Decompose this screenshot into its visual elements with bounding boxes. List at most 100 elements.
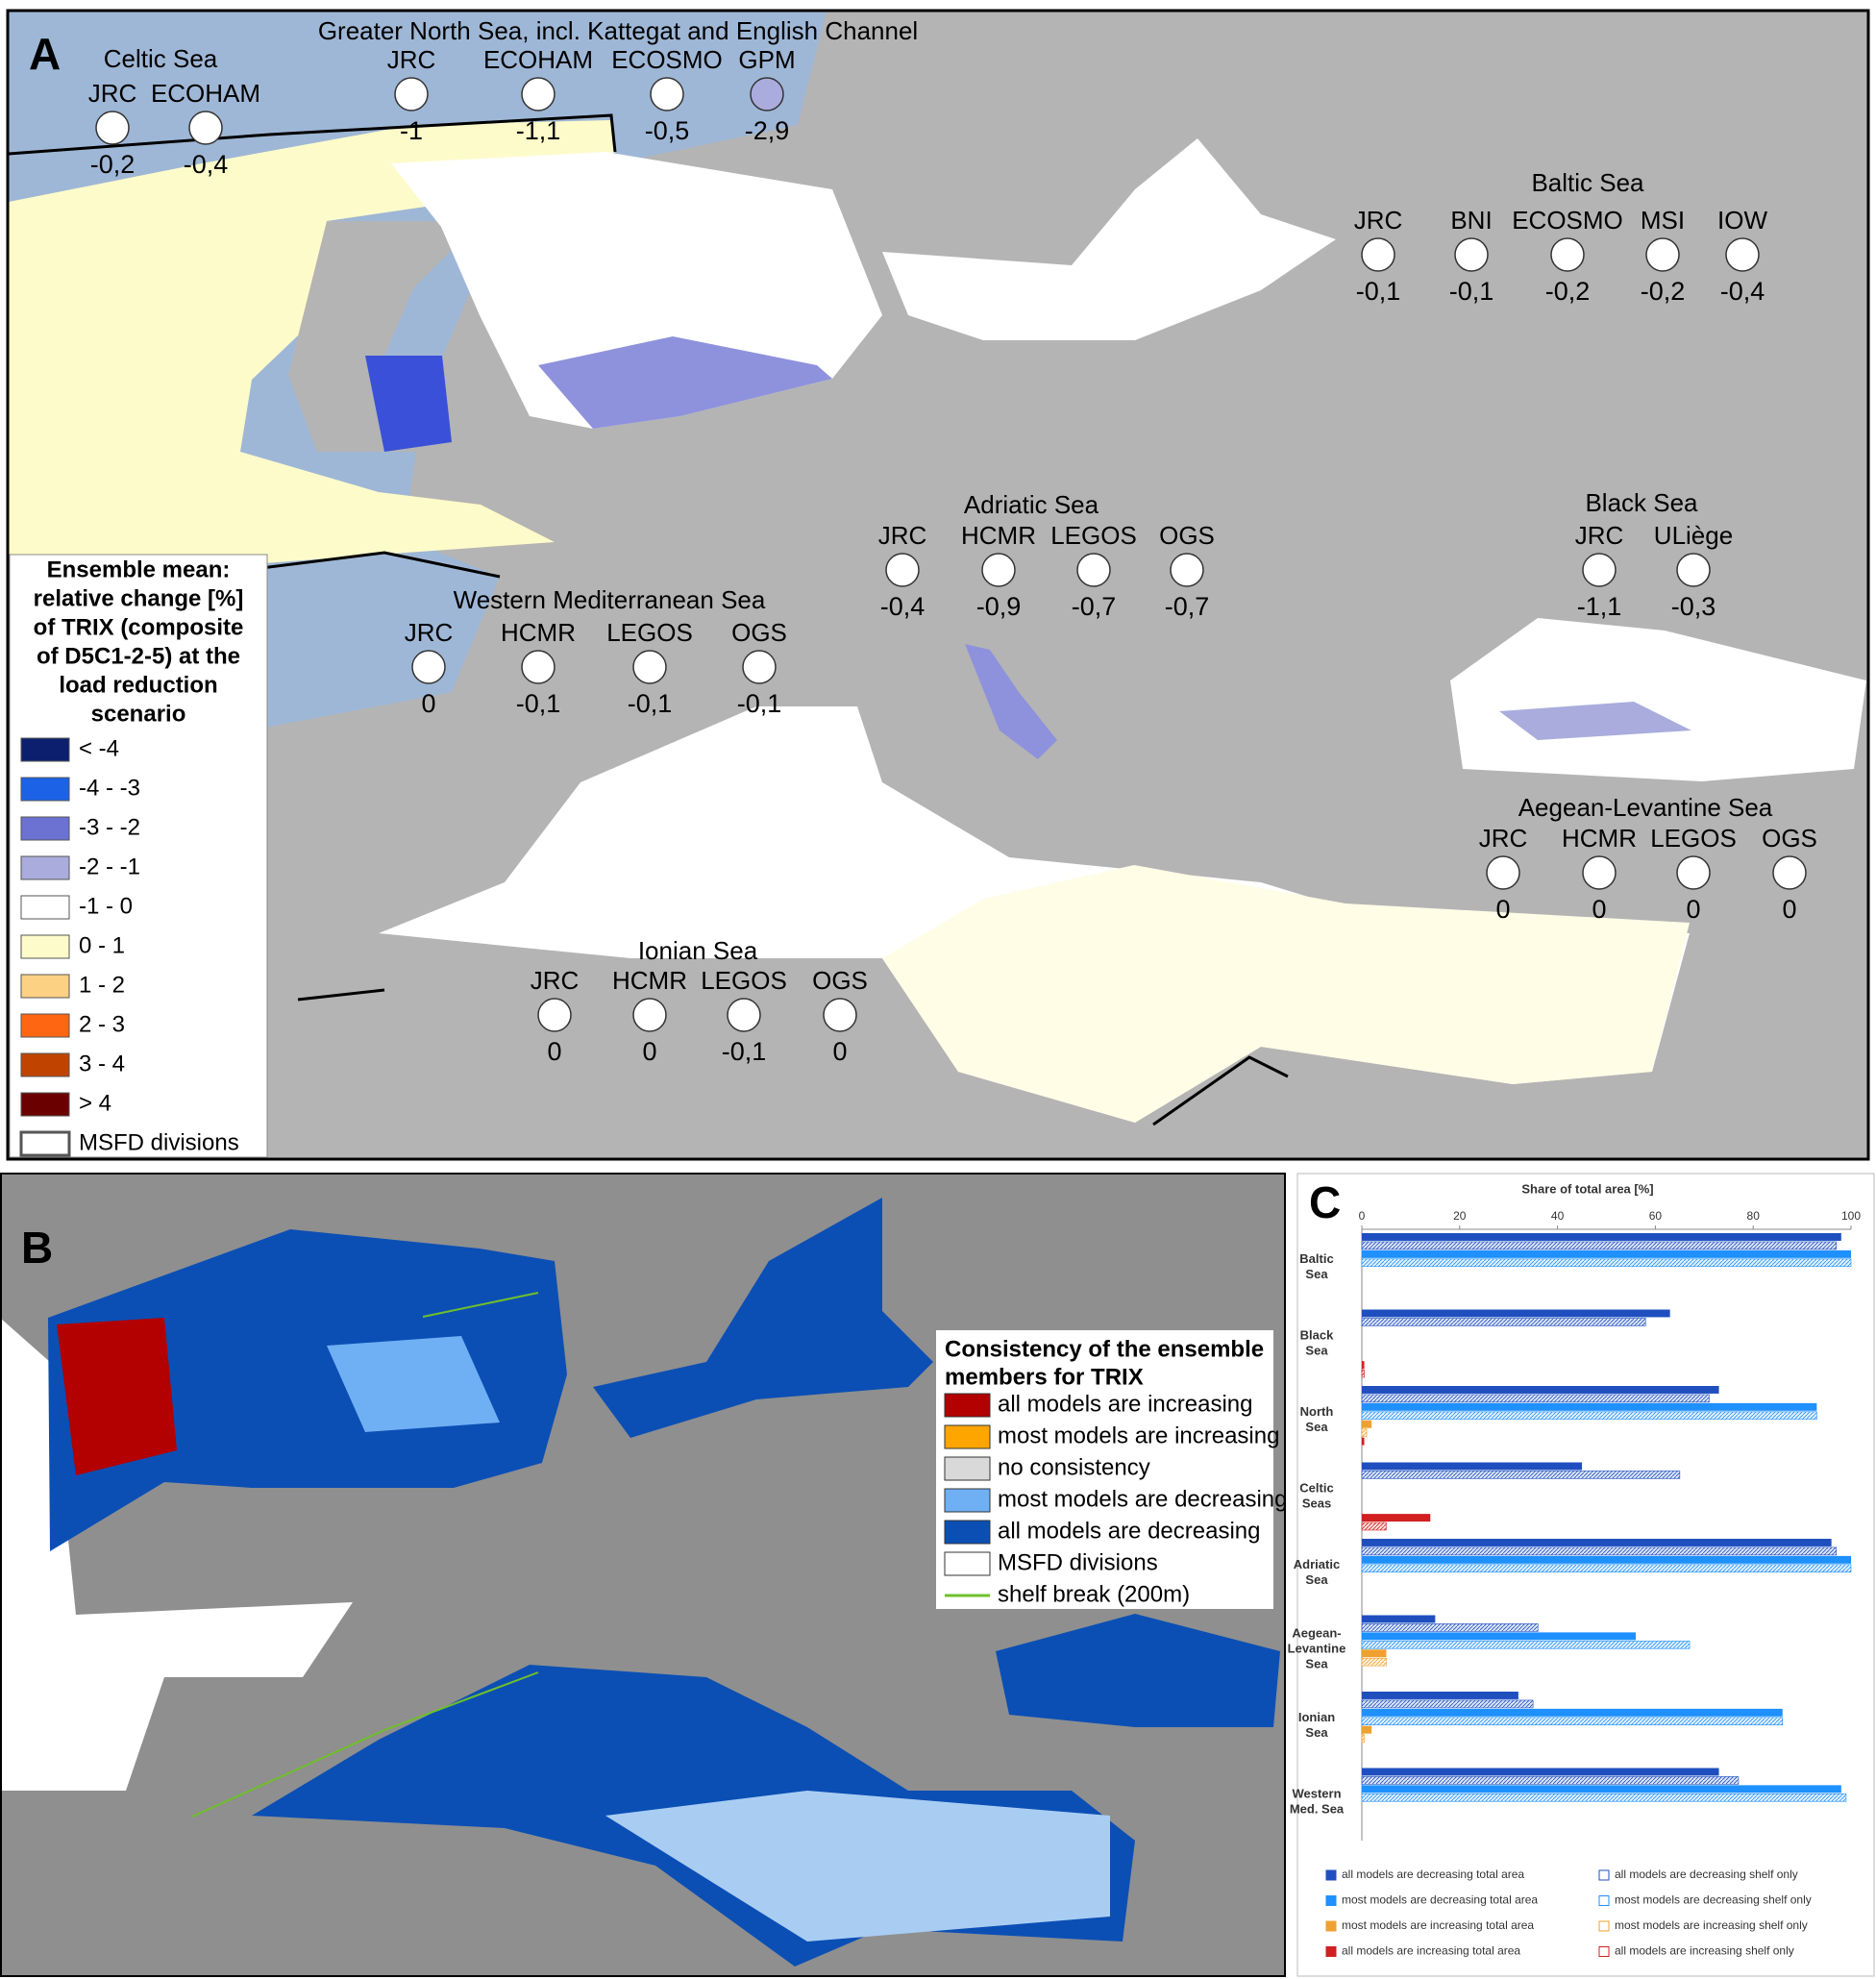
model-marker [1725,237,1760,272]
legend-label: -4 - -3 [79,775,140,801]
legend-a: Ensemble mean: relative change [%] of TRIX… [9,554,268,1158]
model-marker [823,998,857,1032]
model-marker [188,111,223,145]
legend-label: 3 - 4 [79,1051,125,1076]
model-value: 0 [832,1037,847,1066]
model-name: ECOHAM [151,79,260,108]
bar [1362,1785,1841,1793]
model-name: JRC [1479,824,1528,853]
x-tick-label: 20 [1453,1209,1467,1223]
model-value: 0 [642,1037,656,1066]
y-tick-label: Aegean- [1292,1626,1341,1641]
model-value: -0,1 [628,689,673,718]
bar [1361,1428,1368,1437]
legend-label: shelf break (200m) [998,1581,1190,1607]
y-tick-label: Sea [1305,1267,1328,1281]
model-marker [1170,553,1204,587]
legend-swatch [20,855,70,880]
model-marker [394,77,429,111]
legend-label: 2 - 3 [79,1011,125,1037]
bar [1362,1539,1832,1546]
model-value: 0 [1592,895,1606,924]
legend-label: -2 - -1 [79,853,140,879]
y-tick-label: Sea [1305,1572,1328,1587]
model-value: -0,1 [1449,277,1494,306]
legend-swatch [20,974,70,999]
y-tick-label: Black [1300,1328,1334,1343]
model-value: 0 [421,689,435,718]
model-name: OGS [1159,521,1215,550]
legend-title: members for TRIX [945,1364,1144,1390]
model-value: -0,7 [1072,592,1117,621]
x-tick-label: 80 [1747,1209,1761,1223]
legend-label: MSFD divisions [79,1129,239,1155]
model-marker [1772,855,1807,890]
model-name: ECOSMO [1512,206,1623,235]
y-tick-label: Med. Sea [1290,1802,1345,1817]
legend-label: all models are decreasing shelf only [1615,1868,1798,1881]
y-tick-label: Western [1292,1787,1341,1801]
legend-title: load reduction [59,672,217,698]
region-title: Baltic Sea [1531,168,1644,197]
bar [1362,1725,1372,1734]
model-marker [981,553,1016,587]
bar [1362,1615,1436,1623]
model-name: LEGOS [701,966,787,995]
legend-label: all models are decreasing [998,1518,1260,1544]
bar [1361,1776,1740,1785]
model-value: -0,1 [722,1037,767,1066]
model-value: -0,1 [516,689,561,718]
model-value: -0,7 [1165,592,1210,621]
model-name: IOW [1717,206,1767,235]
region-labels: Celtic Sea JRC -0,2 ECOHAM -0,4 Greater North… [88,16,1817,1066]
legend-title: of TRIX (composite [34,614,244,640]
legend-title: Ensemble mean: [47,557,231,582]
bar [1362,1768,1719,1776]
model-name: OGS [812,966,868,995]
bar [1362,1386,1719,1394]
model-value: -0,9 [976,592,1022,621]
model-value: -2,9 [745,116,790,145]
model-value: -0,3 [1671,592,1716,621]
legend-swatch [20,895,70,920]
model-value: -0,4 [880,592,926,621]
x-tick-label: 100 [1841,1209,1861,1223]
model-value: -0,4 [1720,277,1765,306]
legend-title: Consistency of the ensemble [945,1336,1264,1362]
bar [1362,1420,1372,1428]
panel-label: C [1309,1177,1341,1227]
panel-a-frame [6,9,1870,1161]
model-name: LEGOS [1650,824,1737,853]
bar [1361,1318,1646,1326]
x-tick-label: 0 [1359,1209,1366,1223]
legend-label: 1 - 2 [79,972,125,998]
legend-swatch [944,1424,991,1449]
bar [1361,1241,1838,1250]
y-tick-label: Adriatic [1294,1557,1340,1571]
model-marker [885,553,920,587]
bar [1361,1793,1847,1802]
model-value: -1,1 [1577,592,1622,621]
model-marker [1486,855,1520,890]
model-marker [632,650,667,684]
model-value: -0,5 [645,116,690,145]
model-name: LEGOS [1050,521,1137,550]
model-value: 0 [547,1037,561,1066]
legend-label: all models are decreasing total area [1342,1868,1524,1881]
model-name: JRC [88,79,137,108]
legend-label: < -4 [79,735,119,761]
model-marker [1582,855,1617,890]
y-tick-label: Sea [1305,1420,1328,1434]
model-marker [1582,553,1617,587]
bar [1361,1521,1387,1531]
model-marker [650,77,684,111]
legend-swatch [19,1130,71,1157]
bar [1361,1369,1365,1378]
model-name: HCMR [961,521,1036,550]
region-title: Adriatic Sea [964,490,1099,519]
model-name: HCMR [501,618,576,647]
legend-label: most models are increasing [998,1422,1279,1448]
bar [1362,1437,1365,1446]
bar [1361,1717,1784,1726]
